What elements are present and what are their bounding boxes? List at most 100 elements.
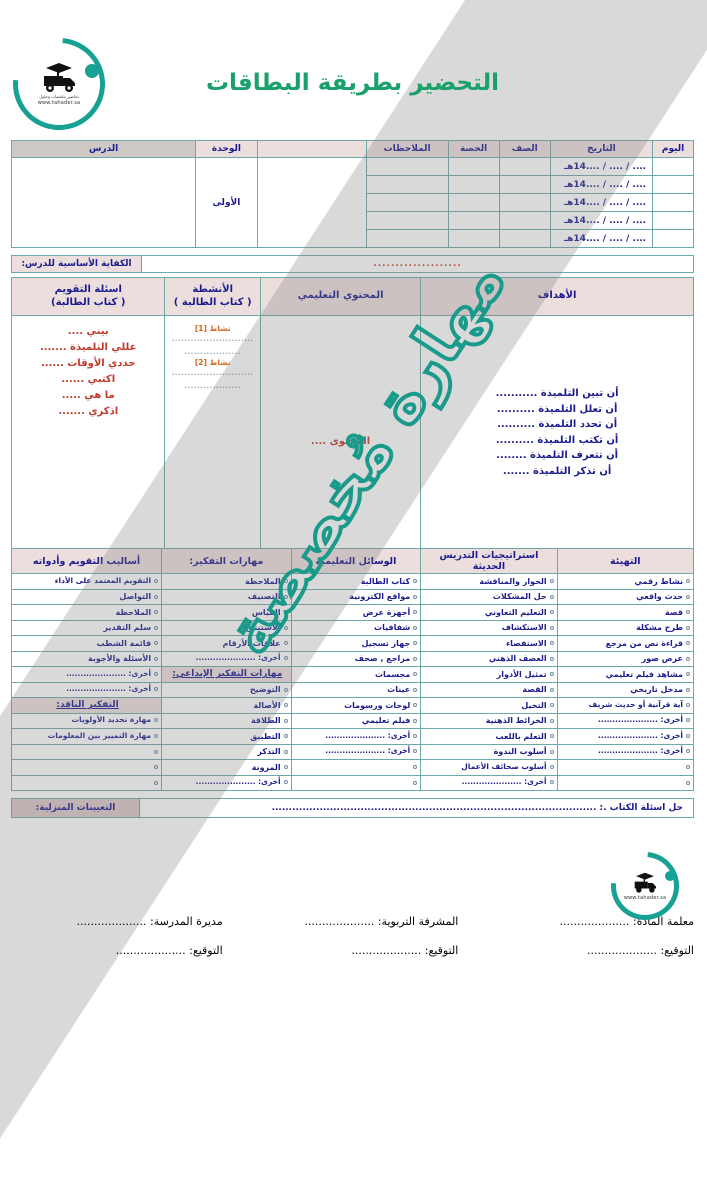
- grid-item-cell[interactable]: حدث واقعي: [557, 588, 696, 605]
- input-cell-0[interactable]: [653, 157, 695, 176]
- activity-blank-line[interactable]: ..........................: [172, 369, 255, 378]
- checkbox-icon[interactable]: [155, 718, 160, 723]
- input-cell-4[interactable]: [366, 229, 450, 248]
- activity-blank-line[interactable]: ..................: [185, 381, 243, 390]
- input-cell-3[interactable]: [448, 157, 501, 176]
- checkbox-icon[interactable]: [414, 625, 419, 630]
- checkbox-icon[interactable]: [414, 656, 419, 661]
- grid-item-cell[interactable]: مهارة تحديد الأولويات: [11, 712, 164, 729]
- grid-item-cell[interactable]: أخرى: .....................: [557, 712, 696, 729]
- checkbox-icon[interactable]: [155, 749, 160, 754]
- checkbox-icon[interactable]: [550, 672, 555, 677]
- grid-item-cell[interactable]: علاقات الأرقام: [162, 635, 293, 652]
- grid-item-cell[interactable]: [11, 743, 164, 760]
- grid-item-cell[interactable]: [291, 774, 423, 791]
- checkbox-icon[interactable]: [550, 764, 555, 769]
- grid-item-cell[interactable]: مدخل تاريخي: [557, 681, 696, 698]
- checkbox-icon[interactable]: [550, 625, 555, 630]
- grid-item-cell[interactable]: [11, 759, 164, 776]
- grid-item-cell[interactable]: العصف الذهني: [421, 650, 559, 667]
- grid-item-cell[interactable]: أخرى: .....................: [557, 743, 696, 760]
- checkbox-icon[interactable]: [284, 625, 289, 630]
- notes-wide-cell[interactable]: [257, 157, 368, 248]
- grid-item-cell[interactable]: جهاز تسجيل: [291, 635, 423, 652]
- homework-value[interactable]: حل اسئلة الكتاب .: .....................…: [140, 798, 695, 818]
- checkbox-icon[interactable]: [155, 610, 160, 615]
- input-cell-3[interactable]: [448, 211, 501, 230]
- grid-item-cell[interactable]: التخيل: [421, 697, 559, 714]
- checkbox-icon[interactable]: [550, 610, 555, 615]
- input-cell-0[interactable]: [653, 229, 695, 248]
- grid-item-cell[interactable]: حل المشكلات: [421, 588, 559, 605]
- checkbox-icon[interactable]: [687, 702, 691, 707]
- checkbox-icon[interactable]: [550, 687, 555, 692]
- grid-item-cell[interactable]: التذكر: [162, 743, 293, 760]
- grid-item-cell[interactable]: آية قرآنية أو حديث شريف: [557, 697, 696, 714]
- grid-item-cell[interactable]: المرونة: [162, 759, 293, 776]
- checkbox-icon[interactable]: [550, 594, 555, 599]
- grid-item-cell[interactable]: التعلم باللعب: [421, 728, 559, 745]
- checkbox-icon[interactable]: [414, 703, 419, 708]
- input-cell-2[interactable]: [499, 175, 552, 194]
- checkbox-icon[interactable]: [155, 625, 160, 630]
- grid-item-cell[interactable]: مشاهد فيلم تعليمي: [557, 666, 696, 683]
- grid-item-cell[interactable]: طرح مشكلة: [557, 619, 696, 636]
- input-cell-2[interactable]: [499, 211, 552, 230]
- grid-item-cell[interactable]: مجسمات: [291, 666, 423, 683]
- grid-item-cell[interactable]: أخرى: .....................: [291, 728, 423, 745]
- checkbox-icon[interactable]: [550, 780, 555, 785]
- signature-blank[interactable]: ....................: [352, 944, 426, 957]
- checkbox-icon[interactable]: [550, 703, 555, 708]
- checkbox-icon[interactable]: [155, 656, 160, 661]
- grid-item-cell[interactable]: كتاب الطالبة: [291, 573, 423, 590]
- signature-name-blank[interactable]: ....................: [560, 915, 634, 928]
- grid-item-cell[interactable]: أسلوب الندوة: [421, 743, 559, 760]
- checkbox-icon[interactable]: [284, 594, 289, 599]
- grid-item-cell[interactable]: شفافيات: [291, 619, 423, 636]
- grid-item-cell[interactable]: مواقع الكترونية: [291, 588, 423, 605]
- grid-item-cell[interactable]: الحوار والمناقشة: [421, 573, 559, 590]
- checkbox-icon[interactable]: [687, 765, 691, 770]
- checkbox-icon[interactable]: [550, 718, 555, 723]
- checkbox-icon[interactable]: [687, 733, 691, 738]
- checkbox-icon[interactable]: [155, 733, 160, 738]
- competency-value[interactable]: ....................: [142, 255, 695, 273]
- checkbox-icon[interactable]: [284, 734, 289, 739]
- checkbox-icon[interactable]: [155, 594, 160, 599]
- checkbox-icon[interactable]: [284, 780, 289, 785]
- checkbox-icon[interactable]: [284, 687, 289, 692]
- checkbox-icon[interactable]: [687, 780, 691, 785]
- checkbox-icon[interactable]: [687, 687, 691, 692]
- signature-name-blank[interactable]: ....................: [305, 915, 379, 928]
- input-cell-0[interactable]: [653, 193, 695, 212]
- grid-item-cell[interactable]: نشاط رقمي: [557, 573, 696, 590]
- grid-item-cell[interactable]: التعليم التعاوني: [421, 604, 559, 621]
- grid-item-cell[interactable]: تمثيل الأدوار: [421, 666, 559, 683]
- checkbox-icon[interactable]: [550, 656, 555, 661]
- checkbox-icon[interactable]: [155, 765, 160, 770]
- input-cell-3[interactable]: [448, 193, 501, 212]
- checkbox-icon[interactable]: [414, 610, 419, 615]
- input-cell-4[interactable]: [366, 211, 450, 230]
- grid-item-cell[interactable]: التوضيح: [162, 681, 293, 698]
- activity-blank-line[interactable]: ..................: [185, 347, 243, 356]
- checkbox-icon[interactable]: [284, 610, 289, 615]
- checkbox-icon[interactable]: [414, 641, 419, 646]
- checkbox-icon[interactable]: [284, 703, 289, 708]
- checkbox-icon[interactable]: [155, 578, 160, 583]
- grid-item-cell[interactable]: سلم التقدير: [11, 619, 164, 636]
- grid-item-cell[interactable]: التواصل: [11, 588, 164, 605]
- input-cell-0[interactable]: [653, 211, 695, 230]
- content-cell[interactable]: المحتوى ....: [260, 315, 423, 571]
- grid-item-cell[interactable]: الطلاقة: [162, 712, 293, 729]
- checkbox-icon[interactable]: [284, 765, 289, 770]
- checkbox-icon[interactable]: [284, 656, 289, 661]
- checkbox-icon[interactable]: [155, 641, 160, 646]
- grid-item-cell[interactable]: الأسئلة والأجوبة: [11, 650, 164, 667]
- grid-item-cell[interactable]: التصنيف: [162, 588, 293, 605]
- checkbox-icon[interactable]: [687, 672, 691, 677]
- checkbox-icon[interactable]: [550, 579, 555, 584]
- signature-blank[interactable]: ....................: [116, 944, 191, 957]
- checkbox-icon[interactable]: [687, 641, 691, 646]
- checkbox-icon[interactable]: [414, 765, 419, 770]
